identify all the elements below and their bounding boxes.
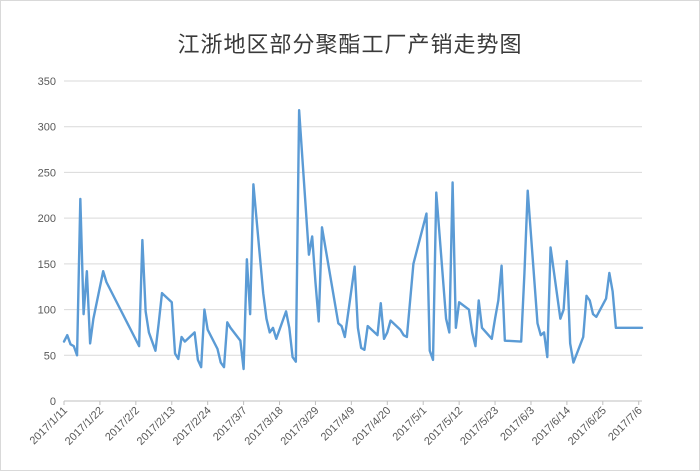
series-layer [62, 109, 644, 371]
x-tick-label: 2017/6/25 [566, 405, 609, 448]
y-tick-label: 50 [44, 350, 56, 362]
x-tick-label: 2017/2/24 [171, 405, 214, 448]
x-axis-ticks: 2017/1/112017/1/222017/2/22017/2/132017/… [28, 401, 645, 448]
y-tick-label: 100 [38, 305, 56, 317]
y-tick-label: 150 [38, 259, 56, 271]
y-tick-label: 200 [38, 213, 56, 225]
gridlines [64, 80, 642, 356]
series-line-0 [62, 109, 644, 371]
chart-title: 江浙地区部分聚酯工厂产销走势图 [177, 33, 523, 58]
y-tick-label: 0 [50, 396, 56, 408]
x-tick-label: 2017/4/20 [350, 405, 393, 448]
y-axis-ticks: 0 50 100 150 200 250 300 350 [38, 76, 56, 408]
x-tick-label: 2017/3/29 [278, 405, 321, 448]
y-tick-label: 300 [38, 122, 56, 134]
x-tick-label: 2017/1/22 [63, 405, 106, 448]
y-tick-label: 250 [38, 167, 56, 179]
y-tick-label: 350 [38, 76, 56, 88]
x-tick-label: 2017/5/23 [458, 405, 501, 448]
x-tick-label: 2017/7/6 [606, 405, 645, 444]
